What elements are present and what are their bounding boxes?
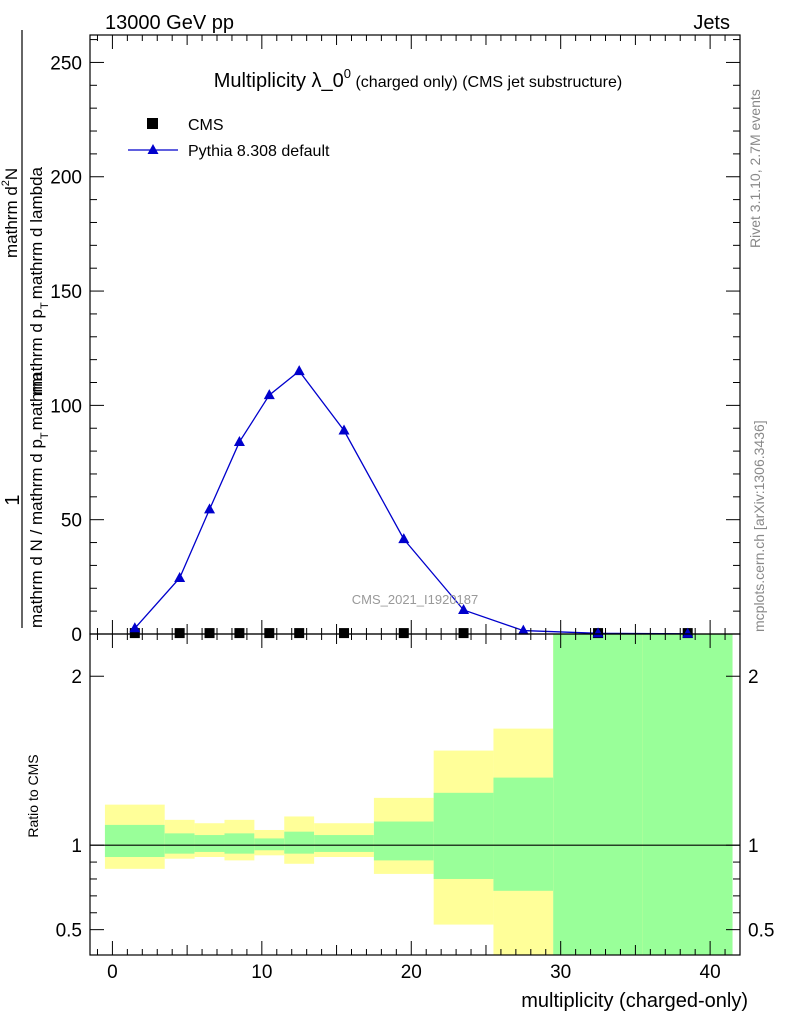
pythia-point-1 bbox=[174, 571, 186, 582]
pythia-point-4 bbox=[263, 389, 275, 400]
ratio-ytick-label-right-2: 2 bbox=[748, 667, 759, 688]
ratio-y-axis-label: Ratio to CMS bbox=[25, 754, 41, 837]
ylabel-top-sup: 2 bbox=[0, 180, 12, 186]
ratio-ytick-label-left-0: 0.5 bbox=[56, 921, 82, 942]
pythia-series-line bbox=[134, 370, 688, 635]
cms-point-4 bbox=[264, 628, 275, 639]
xtick-label-2: 20 bbox=[401, 962, 422, 983]
x-axis-label: multiplicity (charged-only) bbox=[521, 990, 748, 1012]
ratio-band-green-1 bbox=[164, 833, 195, 854]
legend-cms-marker bbox=[147, 118, 158, 129]
chart-title-suffix: (charged only) (CMS jet substructure) bbox=[351, 74, 622, 91]
ratio-ytick-label-right-1: 1 bbox=[748, 836, 759, 857]
cms-point-7 bbox=[398, 628, 409, 639]
cms-point-5 bbox=[294, 628, 305, 639]
ratio-ytick-label-left-1: 1 bbox=[71, 836, 82, 857]
ratio-band-green-3 bbox=[224, 833, 255, 854]
ylabel-mid-text: mathrm d p bbox=[27, 309, 46, 395]
pythia-point-6 bbox=[338, 424, 350, 435]
ylabel-sub-t-2: T bbox=[39, 302, 51, 309]
main-ytick-label-4: 200 bbox=[50, 168, 82, 189]
pythia-point-5 bbox=[293, 365, 305, 376]
process-label: Jets bbox=[693, 12, 730, 34]
xtick-label-1: 10 bbox=[251, 962, 272, 983]
ratio-band-green-6 bbox=[314, 835, 374, 852]
pythia-point-7 bbox=[398, 533, 410, 544]
series-layer bbox=[129, 365, 694, 639]
ratio-band-green-10 bbox=[553, 634, 643, 955]
ratio-band-green-0 bbox=[104, 824, 165, 858]
cms-point-0 bbox=[129, 628, 140, 639]
main-ytick-label-3: 150 bbox=[50, 282, 82, 303]
chart-title-sup: 0 bbox=[344, 66, 351, 81]
xtick-label-0: 0 bbox=[107, 962, 118, 983]
ylabel-numerator: 1 bbox=[2, 494, 24, 505]
pythia-point-11 bbox=[682, 627, 694, 638]
ratio-band-green-7 bbox=[373, 821, 434, 861]
ylabel-mid: mathrm d pTmathrm d lambda bbox=[27, 166, 51, 395]
ratio-band-green-8 bbox=[433, 792, 494, 879]
cms-point-2 bbox=[204, 628, 215, 639]
ratio-band-green-9 bbox=[493, 777, 554, 891]
ratio-band-green-11 bbox=[642, 634, 733, 955]
legend: CMS Pythia 8.308 default bbox=[128, 117, 330, 160]
rivet-label: Rivet 3.1.10, 2.7M events bbox=[747, 89, 763, 248]
pythia-point-10 bbox=[592, 627, 604, 638]
ratio-band-green-5 bbox=[284, 831, 315, 854]
chart-title: Multiplicity λ_00 (charged only) (CMS je… bbox=[214, 66, 622, 92]
pythia-point-8 bbox=[458, 603, 470, 614]
ratio-bands bbox=[104, 634, 733, 955]
ylabel-denominator-text: mathrm d N / mathrm d p bbox=[27, 439, 46, 628]
xtick-label-3: 30 bbox=[550, 962, 571, 983]
analysis-watermark: CMS_2021_I1920187 bbox=[352, 592, 479, 607]
ratio-ytick-label-right-0: 0.5 bbox=[748, 921, 774, 942]
legend-pythia-marker bbox=[147, 144, 159, 154]
ylabel-mathrm: mathrm bbox=[27, 373, 46, 431]
legend-pythia-label: Pythia 8.308 default bbox=[188, 143, 330, 160]
pythia-point-3 bbox=[233, 435, 245, 446]
cms-point-6 bbox=[339, 628, 350, 639]
chart-title-main: Multiplicity λ_0 bbox=[214, 70, 344, 92]
ratio-band-green-2 bbox=[194, 835, 225, 852]
xtick-label-4: 40 bbox=[700, 962, 721, 983]
ratio-ytick-label-left-2: 2 bbox=[71, 667, 82, 688]
cms-point-1 bbox=[174, 628, 185, 639]
pythia-point-0 bbox=[129, 622, 141, 633]
ylabel-top: mathrm d2N bbox=[0, 168, 21, 258]
ylabel-right: mathrm d lambda bbox=[27, 166, 46, 299]
legend-cms-label: CMS bbox=[188, 117, 224, 134]
main-ytick-label-1: 50 bbox=[61, 511, 82, 532]
pythia-point-9 bbox=[517, 624, 529, 635]
energy-label: 13000 GeV pp bbox=[105, 12, 234, 34]
cms-point-8 bbox=[458, 628, 469, 639]
ratio-band-green-4 bbox=[254, 838, 285, 851]
main-y-axis-label: 1 mathrm d N / mathrm d pTmathrm mathrm … bbox=[0, 30, 51, 628]
ylabel-top-text: mathrm d bbox=[2, 186, 21, 258]
ylabel-top-n: N bbox=[2, 168, 21, 180]
ylabel-denominator: mathrm d N / mathrm d pTmathrm bbox=[27, 373, 51, 628]
cms-point-3 bbox=[234, 628, 245, 639]
mcplots-label: mcplots.cern.ch [arXiv:1306.3436] bbox=[751, 420, 767, 632]
main-ytick-label-0: 0 bbox=[71, 625, 82, 646]
ratio-plot-frame bbox=[89, 633, 741, 956]
main-ytick-label-2: 100 bbox=[50, 396, 82, 417]
ylabel-sub-t-1: T bbox=[39, 432, 51, 439]
main-ytick-label-5: 250 bbox=[50, 53, 82, 74]
pythia-point-2 bbox=[204, 503, 216, 514]
